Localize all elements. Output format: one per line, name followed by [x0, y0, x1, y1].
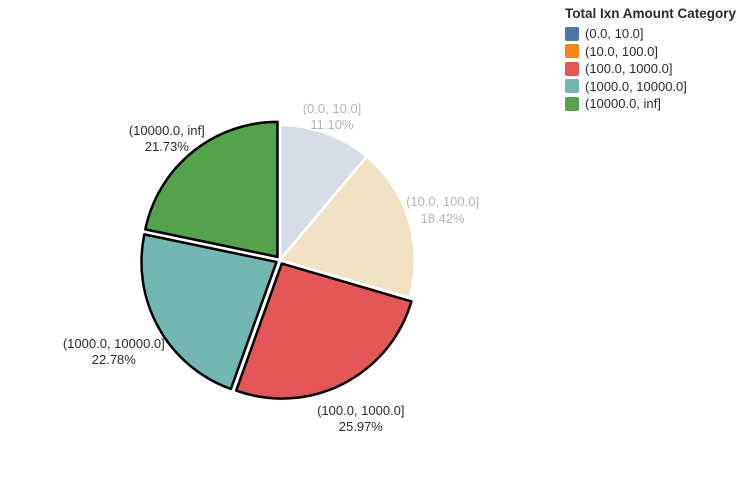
legend-swatch [565, 97, 579, 111]
legend-item: (0.0, 10.0] [565, 25, 736, 43]
slice-label-name: (1000.0, 10000.0] [63, 336, 165, 352]
legend-item: (10000.0, inf] [565, 95, 736, 113]
slice-label: (1000.0, 10000.0]22.78% [63, 336, 165, 369]
legend-label: (100.0, 1000.0] [585, 60, 672, 78]
legend-label: (0.0, 10.0] [585, 25, 644, 43]
slice-label-name: (0.0, 10.0] [303, 101, 362, 117]
slice-label-percent: 11.10% [303, 117, 362, 133]
slice-label-percent: 25.97% [317, 419, 404, 435]
legend-label: (10.0, 100.0] [585, 43, 658, 61]
slice-label-percent: 18.42% [406, 210, 479, 226]
legend-title: Total Ixn Amount Category [565, 6, 736, 21]
legend-label: (1000.0, 10000.0] [585, 78, 687, 96]
slice-label-percent: 22.78% [63, 352, 165, 368]
legend-item: (10.0, 100.0] [565, 43, 736, 61]
legend-swatch [565, 44, 579, 58]
legend-swatch [565, 27, 579, 41]
slice-label-name: (100.0, 1000.0] [317, 402, 404, 418]
legend-swatch [565, 62, 579, 76]
slice-label-name: (10.0, 100.0] [406, 194, 479, 210]
slice-label: (10000.0, inf]21.73% [129, 122, 205, 155]
legend-items: (0.0, 10.0](10.0, 100.0](100.0, 1000.0](… [565, 25, 736, 113]
legend-label: (10000.0, inf] [585, 95, 661, 113]
slice-label: (100.0, 1000.0]25.97% [317, 402, 404, 435]
legend-item: (1000.0, 10000.0] [565, 78, 736, 96]
chart-stage: (0.0, 10.0]11.10%(10.0, 100.0]18.42%(100… [0, 0, 750, 500]
legend-swatch [565, 79, 579, 93]
slice-label-percent: 21.73% [129, 139, 205, 155]
legend-item: (100.0, 1000.0] [565, 60, 736, 78]
slice-label: (0.0, 10.0]11.10% [303, 101, 362, 134]
legend: Total Ixn Amount Category (0.0, 10.0](10… [565, 6, 736, 113]
slice-label: (10.0, 100.0]18.42% [406, 194, 479, 227]
slice-label-name: (10000.0, inf] [129, 122, 205, 138]
